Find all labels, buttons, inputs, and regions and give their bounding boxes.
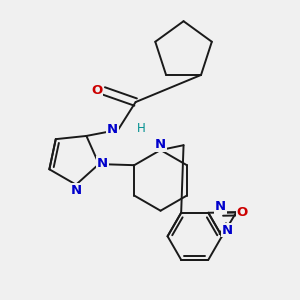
Text: O: O [91,84,102,97]
Text: N: N [97,157,108,170]
Text: N: N [107,123,118,136]
Text: N: N [222,224,233,236]
Text: N: N [215,200,226,213]
Text: O: O [236,206,248,219]
Text: N: N [70,184,82,197]
Text: H: H [137,122,146,135]
Text: N: N [155,138,166,151]
